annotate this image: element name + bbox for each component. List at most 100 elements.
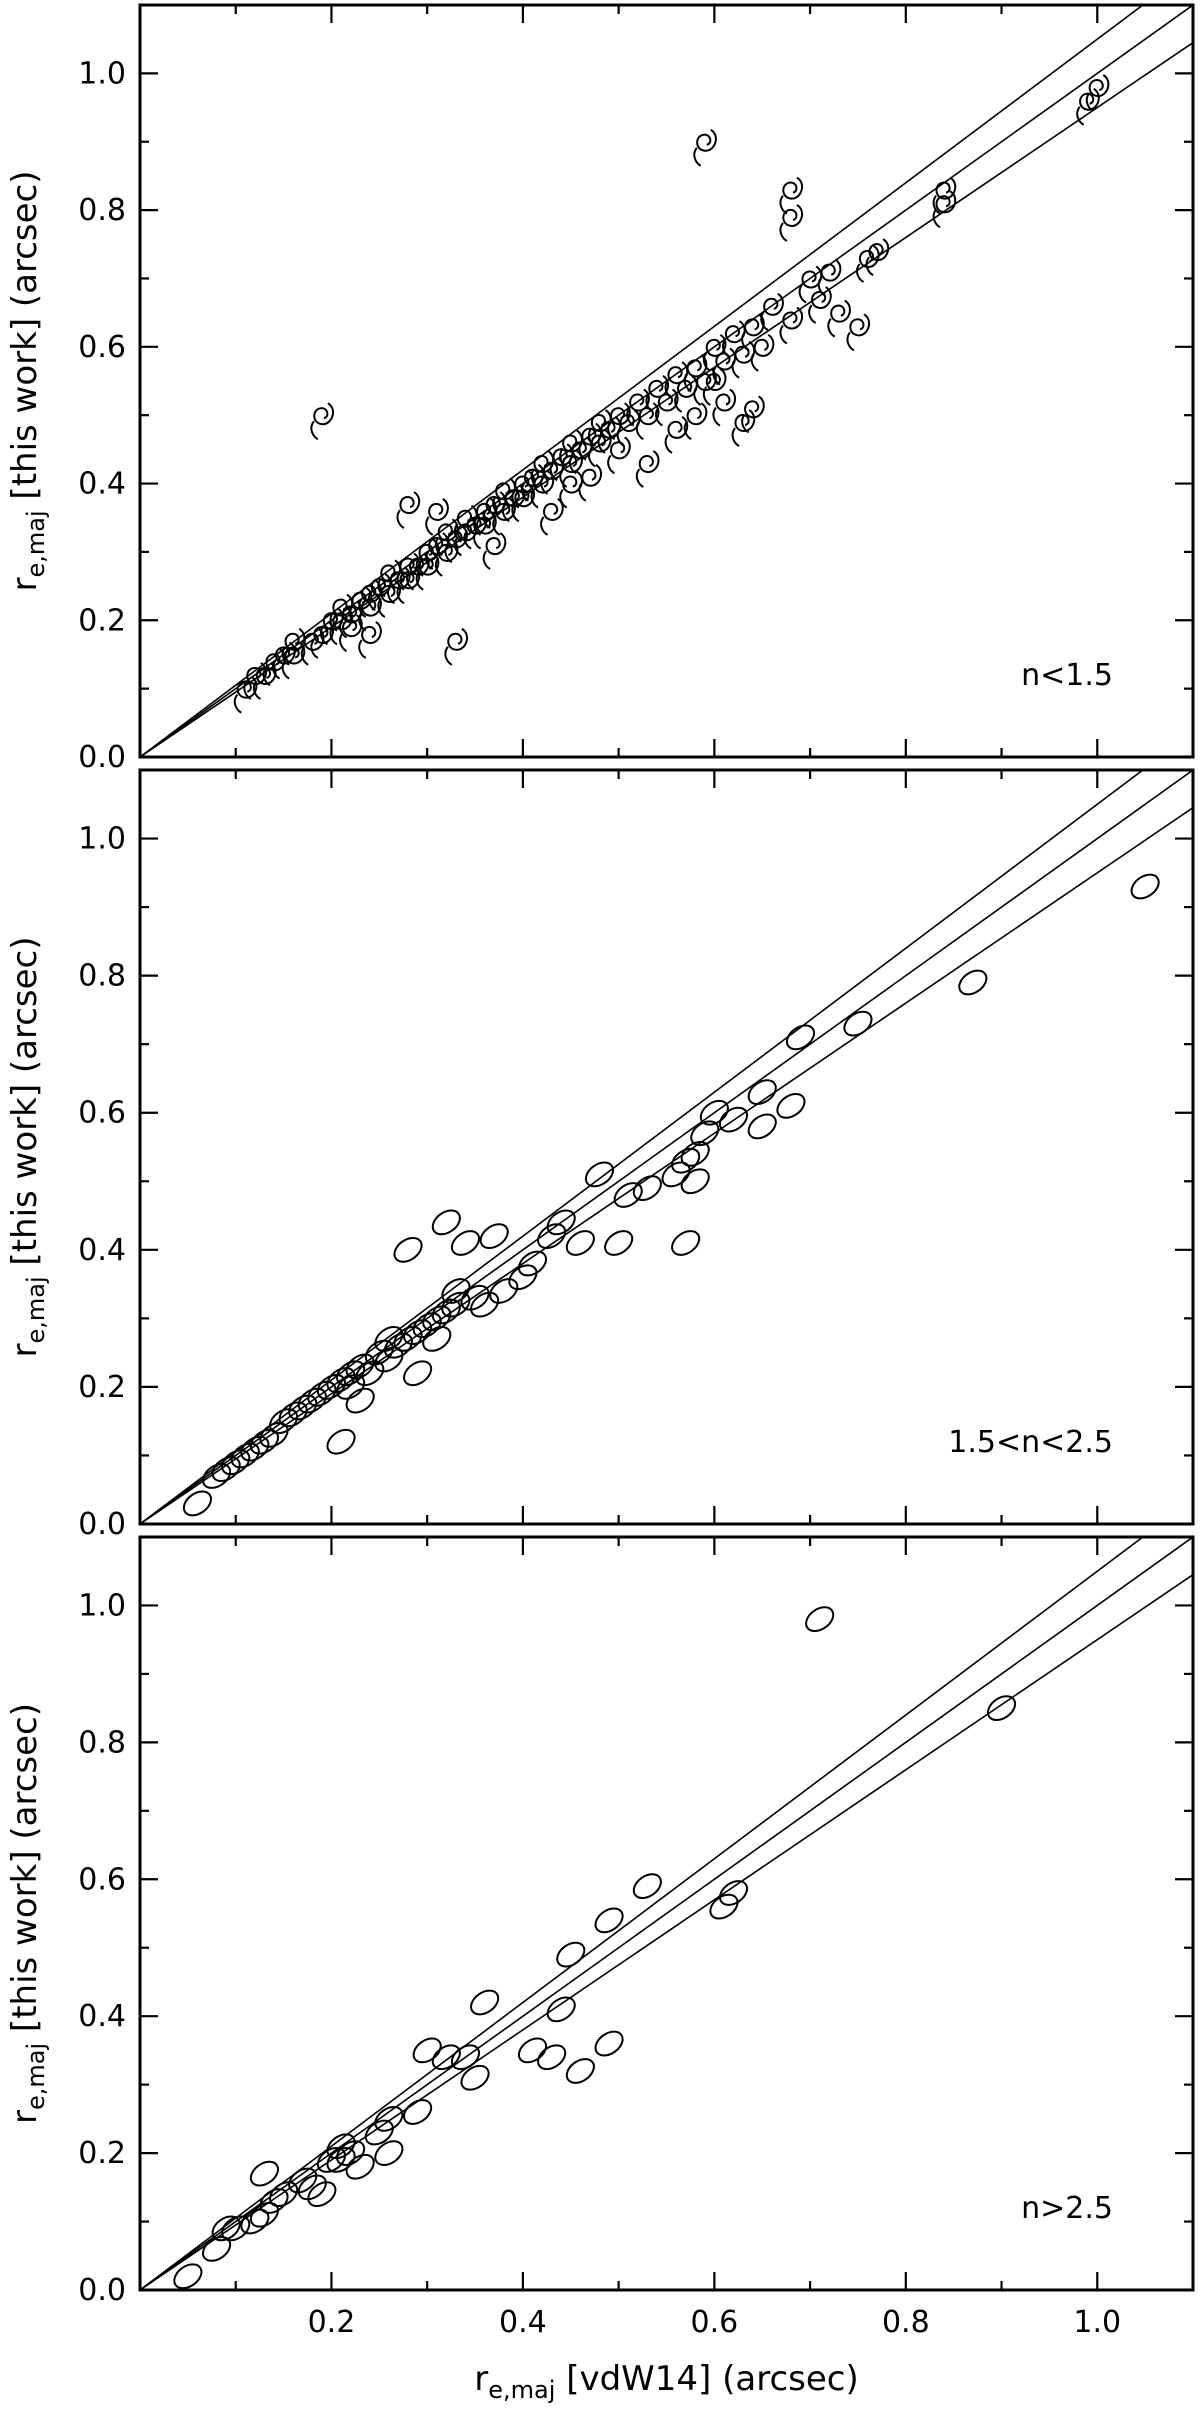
data-point [221,1449,251,1476]
data-point [501,484,526,523]
data-point [300,627,325,666]
data-point [613,1182,643,1208]
data-point [431,1209,461,1236]
data-point [473,511,497,550]
y-tick-label: 0.2 [78,1370,126,1405]
data-point [1076,87,1100,126]
x-tick-label: 0.6 [691,2305,739,2340]
y-tick-label: 0.6 [78,1096,126,1131]
plot-frame [138,768,1195,1526]
data-point [393,1236,423,1263]
data-point [690,1120,720,1147]
data-point [355,1360,385,1387]
data-point [403,1360,433,1387]
panel-label: 1.5<n<2.5 [948,1425,1113,1460]
data-point [249,2160,280,2187]
y-tick-label: 0.8 [78,193,126,228]
data-point [444,627,469,666]
data-point [607,436,631,475]
data-point [693,128,717,167]
data-point [517,1250,548,1277]
data-point [626,388,650,427]
y-tick-label: 1.0 [78,56,126,91]
data-point [211,2215,241,2242]
data-point [635,402,660,441]
data-point [307,2181,337,2208]
data-point [1130,873,1160,900]
data-point [444,525,469,564]
data-point [537,1223,567,1249]
data-point [712,388,737,427]
data-point [281,641,306,680]
data-points [173,1606,1017,2290]
data-point [202,1463,232,1489]
data-point [310,621,335,659]
data-point [489,1278,519,1304]
data-point [374,2140,404,2166]
data-point [230,1442,260,1469]
panel-label: n>2.5 [1021,2191,1113,2226]
data-point [635,450,660,488]
data-point [339,614,363,653]
y-axis-label: re,maj [this work] (arcsec) [5,170,50,591]
y-tick-label: 0.0 [78,2273,126,2308]
plot-frame [138,3,1195,759]
data-point [450,2044,481,2071]
data-point [607,402,631,441]
data-point [281,627,306,666]
data-point [329,607,354,646]
data-point [470,1989,500,2016]
data-point [211,1456,241,1483]
data-point [345,2153,375,2180]
y-tick-label: 0.4 [78,467,126,502]
panel-label: n<1.5 [1021,658,1113,693]
data-point [779,204,804,242]
reference-line-1 [140,770,1193,1524]
data-point [431,1298,461,1325]
data-point [259,1422,289,1448]
data-point [511,484,536,523]
data-point [482,532,507,570]
data-point [310,402,335,441]
y-tick-label: 0.6 [78,330,126,365]
data-point [425,498,449,536]
data-point [233,675,258,714]
data-point [364,1339,394,1366]
data-point [473,498,497,536]
data-point [221,2215,251,2242]
data-point [450,1230,481,1256]
data-point [958,969,988,996]
y-tick-label: 0.0 [78,1507,126,1542]
y-axis-label: re,maj [this work] (arcsec) [5,1703,50,2124]
data-point [406,552,430,591]
plot-frame [138,1535,1195,2292]
y-tick-label: 0.2 [78,603,126,638]
reference-lines [140,1537,1193,2290]
data-point [415,552,440,591]
data-point [463,511,488,550]
data-point [671,1230,701,1256]
data-point [336,1374,366,1400]
data-point [272,641,296,680]
data-point [747,1079,777,1106]
data-point [345,1387,375,1414]
panel-n-lt-1.5: 0.0 0.2 0.4 0.6 0.8 1.0 re,maj [this work] (ar… [5,3,1195,775]
data-point [537,2044,567,2071]
data-point [546,1996,576,2023]
y-tick-label: 0.6 [78,1862,126,1897]
data-point [683,354,708,393]
data-point [470,1291,500,1318]
data-point [779,176,804,215]
data-point [559,470,583,509]
data-point [776,1092,806,1119]
y-tick-label: 0.4 [78,1233,126,1268]
data-point [702,368,727,406]
data-point [374,1326,404,1352]
data-point [540,498,564,536]
y-tick-label: 1.0 [78,822,126,857]
data-point [843,1010,873,1037]
reference-line-2 [140,770,1145,1524]
data-point [718,1880,749,1906]
data-point [297,1387,327,1414]
data-point [297,2174,327,2201]
